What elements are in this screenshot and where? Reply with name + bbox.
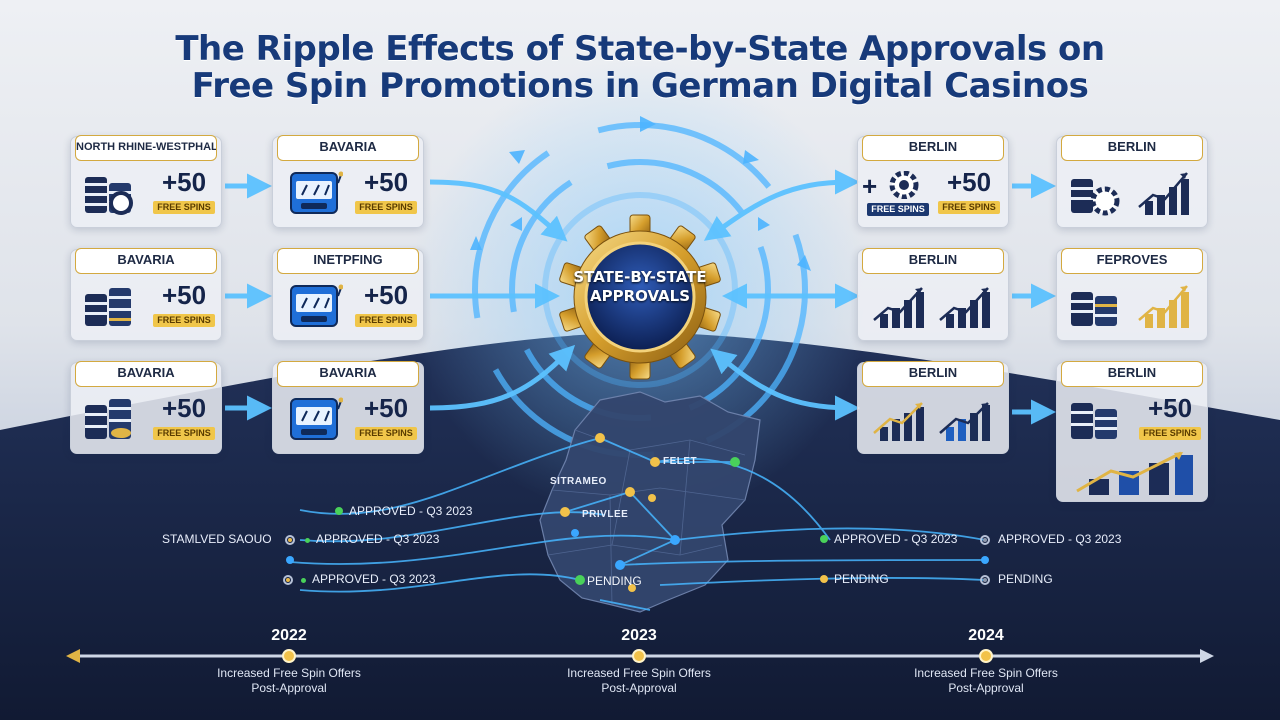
state-label: BERLIN — [862, 361, 1004, 387]
bar-chart-icon — [1138, 172, 1189, 215]
plus-sign: + — [862, 171, 878, 201]
state-card-bavaria-slot-2: BAVARIA +50 FREE SPINS — [272, 361, 424, 454]
state-label: BERLIN — [1061, 135, 1203, 161]
state-card-berlin-3: BERLIN — [857, 361, 1009, 454]
bonus-value: +50 — [363, 280, 409, 310]
trend-chart-icon — [1076, 451, 1193, 495]
approved-dot-icon — [335, 507, 343, 515]
bonus-value: +50 — [363, 393, 409, 423]
status-approved-3: APPROVED - Q3 2023 — [283, 572, 435, 586]
casino-chips-icon — [85, 288, 131, 326]
state-card-nrw: NORTH RHINE-WESTPHALIA +50 FREE SPINS — [70, 135, 222, 228]
casino-chips-icon — [85, 177, 133, 215]
status-approved-right-2: APPROVED - Q3 2023 — [980, 532, 1121, 546]
state-card-inetpfing: INETPFING +50 FREE SPINS — [272, 248, 424, 341]
pending-dot-icon — [820, 575, 828, 583]
approved-dot-icon — [820, 535, 828, 543]
casino-chips-icon — [1071, 403, 1117, 439]
gear-icon — [559, 214, 721, 380]
status-approved-1: APPROVED - Q3 2023 — [335, 504, 472, 518]
map-label-1: SITRAMEO — [550, 476, 607, 487]
status-ring-icon — [980, 575, 990, 585]
slot-machine-icon — [290, 284, 343, 327]
bonus-block: +50 FREE SPINS — [1137, 393, 1203, 441]
state-card-feproves: FEPROVES — [1056, 248, 1208, 341]
bonus-value: +50 — [161, 393, 207, 423]
casino-chips-icon — [1071, 179, 1120, 216]
status-ring-icon — [283, 575, 293, 585]
status-pending-right-2: PENDING — [980, 572, 1053, 586]
state-label: BAVARIA — [277, 135, 419, 161]
timeline-desc-2024: Increased Free Spin Offers Post-Approval — [914, 666, 1058, 695]
free-spins-badge: FREE SPINS — [867, 203, 929, 216]
state-card-berlin-1: BERLIN FREE SPINS + +50 FREE SPINS — [857, 135, 1009, 228]
state-card-bavaria-slot-1: BAVARIA +50 FREE SPINS — [272, 135, 424, 228]
status-ring-icon — [980, 535, 990, 545]
center-label: STATE-BY-STATE APPROVALS — [573, 268, 707, 305]
bonus-value: +50 — [161, 280, 207, 310]
slot-machine-icon — [290, 397, 343, 440]
timeline-year-2024: 2024 — [968, 627, 1004, 644]
state-card-bavaria-1: BAVARIA +50 FREE SPINS — [70, 248, 222, 341]
free-spins-badge: FREE SPINS — [153, 427, 215, 440]
approved-dot-icon — [305, 538, 310, 543]
timeline-desc-2023: Increased Free Spin Offers Post-Approval — [567, 666, 711, 695]
state-card-berlin-4: BERLIN — [1056, 135, 1208, 228]
state-label: BERLIN — [1061, 361, 1203, 387]
bar-chart-icon — [1138, 285, 1189, 328]
casino-chips-icon — [1071, 292, 1117, 326]
timeline-desc-2022: Increased Free Spin Offers Post-Approval — [217, 666, 361, 695]
timeline-year-2022: 2022 — [271, 627, 307, 644]
free-spins-badge: FREE SPINS — [355, 314, 417, 327]
title-line-1: The Ripple Effects of State-by-State App… — [175, 29, 1105, 69]
bar-chart-icon — [939, 287, 990, 328]
title-line-2: Free Spin Promotions in German Digital C… — [191, 66, 1089, 106]
bonus-block: +50 FREE SPINS — [353, 280, 419, 328]
bonus-block: +50 FREE SPINS — [151, 280, 217, 328]
free-spins-badge: FREE SPINS — [153, 314, 215, 327]
status-ring-icon — [284, 535, 295, 545]
state-label: BERLIN — [862, 135, 1004, 161]
bonus-block: +50 FREE SPINS — [936, 167, 1002, 215]
bonus-value: +50 — [161, 167, 207, 197]
bar-chart-icon — [873, 402, 924, 441]
bar-chart-icon — [939, 402, 990, 441]
free-spins-badge: FREE SPINS — [355, 201, 417, 214]
status-approved-2: APPROVED - Q3 2023 — [305, 532, 439, 546]
map-label-3: FELET — [663, 456, 698, 467]
approved-dot-icon — [301, 578, 306, 583]
status-pending-map: PENDING — [587, 574, 642, 588]
state-card-bavaria-2: BAVARIA +50 FREE SPINS — [70, 361, 222, 454]
free-spins-badge: FREE SPINS — [1139, 427, 1201, 440]
bonus-block: +50 FREE SPINS — [151, 393, 217, 441]
state-label: BAVARIA — [75, 248, 217, 274]
state-label: BAVARIA — [75, 361, 217, 387]
casino-chips-icon — [85, 399, 131, 439]
bonus-value: +50 — [1147, 393, 1193, 423]
state-card-berlin-2: BERLIN — [857, 248, 1009, 341]
state-label: BAVARIA — [277, 361, 419, 387]
bonus-block: +50 FREE SPINS — [151, 167, 217, 215]
bonus-block: +50 FREE SPINS — [353, 167, 419, 215]
bar-chart-icon — [873, 287, 924, 328]
bonus-value: +50 — [363, 167, 409, 197]
status-pending-right-1: PENDING — [820, 572, 889, 586]
state-card-berlin-5: BERLIN +50 FREE SPINS — [1056, 361, 1208, 502]
timeline-year-2023: 2023 — [621, 627, 657, 644]
left-status-header: STAMLVED SAOUO — [162, 532, 303, 546]
state-label: FEPROVES — [1061, 248, 1203, 274]
free-spins-badge: FREE SPINS — [153, 201, 215, 214]
bonus-block: +50 FREE SPINS — [353, 393, 419, 441]
free-spins-badge: FREE SPINS — [355, 427, 417, 440]
free-spins-badge: FREE SPINS — [938, 201, 1000, 214]
state-label: NORTH RHINE-WESTPHALIA — [75, 135, 217, 161]
state-label: BERLIN — [862, 248, 1004, 274]
state-label: INETPFING — [277, 248, 419, 274]
casino-chip-icon — [889, 171, 919, 199]
status-approved-right-1: APPROVED - Q3 2023 — [820, 532, 957, 546]
bonus-chip-block: FREE SPINS — [866, 171, 930, 217]
slot-machine-icon — [290, 171, 343, 214]
map-label-2: PRIVLEE — [582, 509, 629, 520]
bonus-value: +50 — [946, 167, 992, 197]
